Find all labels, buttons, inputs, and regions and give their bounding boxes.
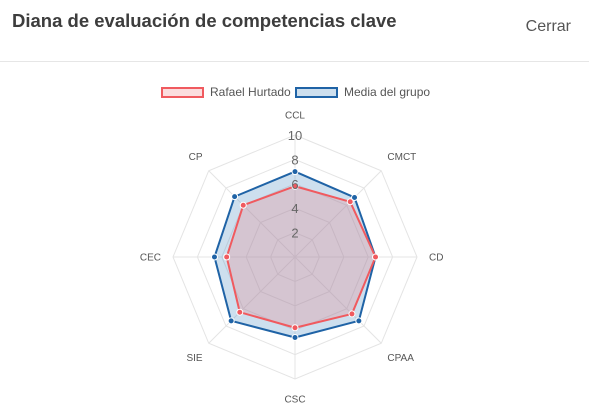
grid-spoke [294,256,382,344]
category-label: SIE [186,353,202,364]
legend-label-series-2: Media del grupo [344,85,431,99]
data-point [210,253,218,261]
series-area [225,185,377,329]
data-point [231,193,239,201]
close-button[interactable]: Cerrar [525,18,571,35]
data-point [291,334,299,342]
data-point [291,168,299,176]
dialog-header: Diana de evaluación de competencias clav… [0,0,589,62]
tick-label: 6 [291,177,298,192]
legend-swatch-series-2 [295,86,338,98]
category-label: CD [429,253,443,264]
data-point [227,317,235,325]
category-label: CEC [140,253,161,264]
category-label: CMCT [387,152,416,163]
tick-label: 4 [291,201,298,216]
grid-spoke [294,170,382,258]
data-point [223,253,231,261]
tick-label: 2 [291,226,298,241]
data-point [291,182,299,190]
data-point [236,308,244,316]
category-label: CCL [285,111,305,122]
data-point [348,310,356,318]
grid-spoke [208,256,296,344]
dialog-title: Diana de evaluación de competencias clav… [12,10,397,31]
grid-spoke [208,170,296,258]
data-point [346,198,354,206]
data-point [291,324,299,332]
category-label: CPAA [387,353,414,364]
legend-item-series-2[interactable]: Media del grupo [295,84,430,100]
data-point [355,317,363,325]
legend-label-series-1: Rafael Hurtado [210,85,291,99]
legend-swatch-series-1 [161,86,204,98]
chart-legend: Rafael Hurtado Media del grupo [0,84,589,102]
data-point [351,193,359,201]
tick-label: 8 [291,152,298,167]
legend-item-series-1[interactable]: Rafael Hurtado [161,84,291,100]
category-label: CP [189,152,203,163]
data-point [239,201,247,209]
data-point [372,253,380,261]
category-label: CSC [284,395,305,406]
tick-label: 10 [288,128,302,143]
